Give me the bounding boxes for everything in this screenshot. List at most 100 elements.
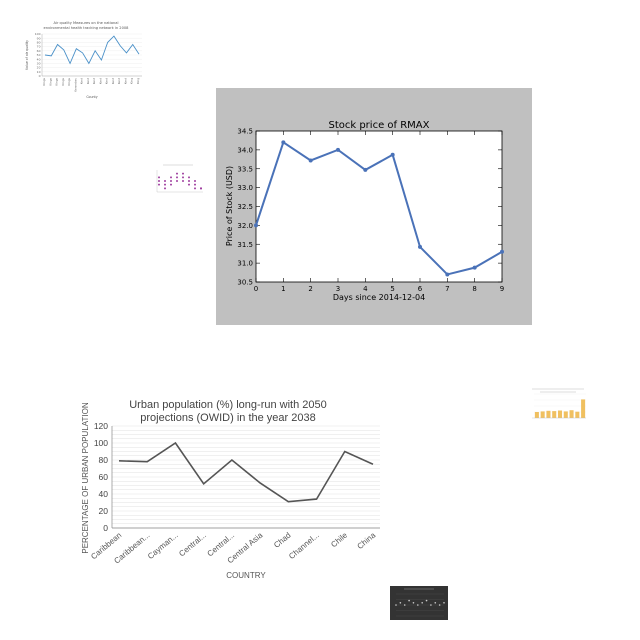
- rmax-point: [308, 158, 313, 163]
- air-quality-xticks: Kings Kings Kings Kings Kings Kennebec Kent Ken…: [42, 77, 140, 92]
- air-quality-ytick-label: 50: [37, 53, 41, 57]
- rmax-xtick-label: 8: [472, 285, 476, 293]
- air-quality-ylabel: Value of air quality: [25, 40, 29, 70]
- dark-point: [434, 602, 437, 604]
- air-quality-xtick-label: Kent: [117, 77, 121, 84]
- purple-point: [170, 183, 172, 186]
- air-quality-chart: Air quality Measures on the national env…: [22, 18, 150, 100]
- air-quality-xtick-label: Kent: [80, 77, 84, 84]
- rmax-ytick-label: 33.5: [237, 165, 253, 173]
- air-quality-svg: Air quality Measures on the national env…: [25, 21, 142, 99]
- rmax-title: Stock price of RMAX: [328, 120, 429, 131]
- dark-point: [412, 602, 415, 604]
- urban-ytick-label: 100: [94, 438, 108, 448]
- air-quality-ytick-label: 0: [39, 74, 41, 78]
- rmax-point: [445, 272, 450, 277]
- urban-ytick-label: 20: [99, 506, 109, 516]
- rmax-points: [254, 140, 504, 277]
- air-quality-ytick-label: 80: [37, 41, 41, 45]
- rmax-ytick-label: 31.5: [237, 241, 253, 249]
- purple-point: [164, 183, 166, 186]
- orange-bar: [546, 410, 551, 418]
- purple-point: [182, 176, 184, 179]
- rmax-point: [390, 152, 395, 157]
- rmax-point: [336, 147, 340, 152]
- urban-title-line2: projections (OWID) in the year 2038: [140, 412, 315, 424]
- purple-point: [164, 180, 166, 182]
- rmax-point: [363, 167, 368, 172]
- orange-bar: [569, 410, 574, 418]
- air-quality-xtick-label: King: [136, 78, 140, 84]
- dark-point: [421, 602, 423, 604]
- air-quality-xtick-label: King: [130, 78, 134, 84]
- rmax-ytick-label: 32.0: [237, 222, 253, 230]
- urban-yticks: 0 20 40 60 80 100 120: [94, 421, 108, 533]
- rmax-xticks: 0 1 2 3 4 5 6 7 8 9: [254, 131, 504, 293]
- rmax-xtick-label: 7: [445, 285, 449, 293]
- rmax-ytick-label: 34.0: [237, 146, 253, 154]
- rmax-xtick-label: 2: [308, 285, 312, 293]
- purple-point: [200, 187, 202, 190]
- purple-point: [194, 183, 196, 186]
- air-quality-ytick-label: 70: [37, 45, 41, 49]
- urban-ylabel: PERCENTAGE OF URBAN POPULATION: [81, 402, 90, 554]
- urban-xtick-label: Chad: [272, 531, 292, 550]
- purple-point: [176, 180, 178, 182]
- orange-bar: [563, 411, 568, 418]
- air-quality-xtick-label: Kings: [55, 77, 59, 85]
- orange-bar: [581, 399, 586, 418]
- air-quality-xtick-label: Kings: [67, 77, 71, 85]
- purple-point: [170, 176, 172, 179]
- purple-point: [182, 172, 184, 175]
- urban-title-line1: Urban population (%) long-run with 2050: [129, 399, 327, 411]
- air-quality-xtick-label: Kennebec: [73, 78, 77, 92]
- orange-bar: [540, 411, 545, 418]
- rmax-xtick-label: 0: [254, 285, 258, 293]
- rmax-ytick-label: 31.0: [237, 260, 253, 268]
- rmax-xtick-label: 6: [418, 285, 423, 293]
- rmax-yticks: 30.5 31.0 31.5 32.0 32.5 33.0 33.5 34.0 34.5: [237, 128, 502, 287]
- urban-line: [118, 441, 374, 503]
- purple-scatter-svg: [156, 164, 203, 193]
- air-quality-ytick-label: 20: [37, 66, 41, 70]
- air-quality-ytick-label: 90: [37, 36, 41, 40]
- urban-xtick-label: Chile: [329, 530, 349, 549]
- rmax-ylabel: Price of Stock (USD): [225, 166, 234, 246]
- urban-xtick-label: Channel...: [287, 531, 321, 561]
- rmax-point: [281, 140, 286, 145]
- purple-point: [158, 180, 160, 182]
- air-quality-line: [44, 35, 140, 65]
- urban-xlabel: COUNTRY: [226, 571, 266, 580]
- urban-xticks: CaribbeanCaribbean...Cayman...Central...…: [89, 530, 377, 565]
- dark-points: [395, 599, 445, 606]
- urban-grid: [112, 425, 380, 529]
- urban-xtick-label: China: [355, 530, 377, 551]
- urban-ytick-label: 0: [103, 523, 108, 533]
- urban-ytick-label: 120: [94, 421, 108, 431]
- rmax-point: [254, 223, 258, 228]
- rmax-svg: Stock price of RMAX 30.5 31.0 31.5 32.0 32.5…: [225, 120, 504, 302]
- air-quality-xtick-label: Kent: [105, 77, 109, 84]
- purple-point: [158, 183, 160, 186]
- air-quality-xtick-label: Kings: [61, 77, 65, 85]
- purple-point: [188, 183, 190, 186]
- rmax-xtick-label: 5: [390, 285, 394, 293]
- orange-bars: [534, 399, 586, 418]
- dark-point: [425, 599, 428, 602]
- dark-scatter-svg: [395, 588, 445, 617]
- purple-point: [194, 180, 196, 182]
- urban-ytick-label: 40: [99, 489, 109, 499]
- air-quality-ytick-label: 40: [37, 57, 41, 61]
- rmax-ytick-label: 32.5: [237, 203, 253, 211]
- purple-point: [188, 180, 190, 182]
- orange-bar: [534, 412, 539, 418]
- dark-point: [403, 604, 406, 606]
- dark-point: [395, 604, 397, 606]
- rmax-xtick-label: 9: [500, 285, 504, 293]
- dark-point: [443, 602, 445, 604]
- purple-point: [170, 180, 172, 182]
- air-quality-xlabel: County: [86, 95, 97, 99]
- orange-bar: [557, 410, 563, 418]
- air-quality-xtick-label: Kent: [98, 77, 102, 84]
- dark-point: [399, 602, 402, 604]
